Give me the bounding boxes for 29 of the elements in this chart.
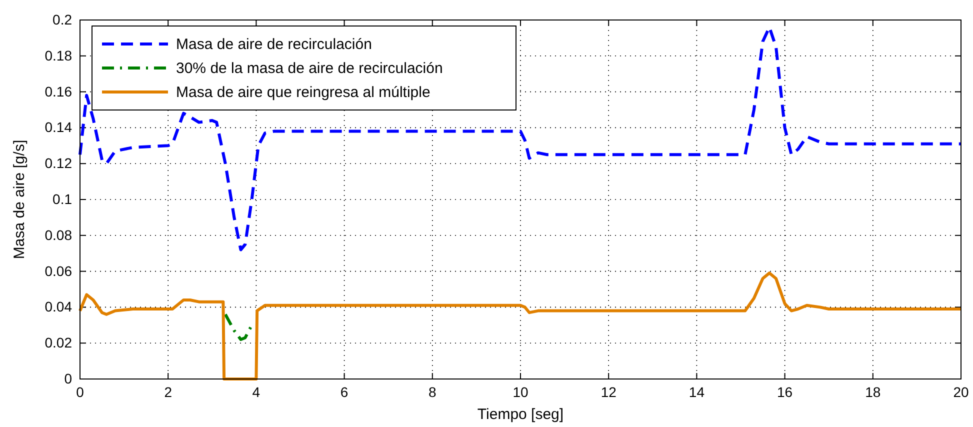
y-tick-label: 0.2 bbox=[52, 11, 72, 28]
x-tick-label: 8 bbox=[428, 384, 436, 400]
y-tick-label: 0.18 bbox=[44, 47, 72, 64]
y-tick-label: 0.08 bbox=[44, 226, 72, 243]
y-tick-label: 0.04 bbox=[44, 298, 72, 315]
legend-label: Masa de aire de recirculación bbox=[176, 36, 372, 53]
x-tick-label: 12 bbox=[600, 384, 617, 400]
line-series bbox=[78, 272, 962, 380]
y-tick-label: 0.02 bbox=[44, 334, 72, 351]
x-tick-label: 6 bbox=[340, 384, 348, 400]
y-tick-label: 0.06 bbox=[44, 262, 72, 279]
x-tick-label: 2 bbox=[164, 384, 172, 400]
y-tick-label: 0.12 bbox=[44, 155, 72, 172]
y-tick-label: 0.16 bbox=[44, 83, 72, 100]
x-tick-label: 0 bbox=[76, 384, 84, 400]
y-tick-label: 0.1 bbox=[52, 190, 72, 207]
y-axis-title: Masa de aire [g/s] bbox=[11, 140, 28, 260]
line-series bbox=[224, 312, 254, 342]
x-tick-label: 20 bbox=[953, 384, 969, 400]
x-tick-label: 10 bbox=[512, 384, 528, 400]
legend-label: 30% de la masa de aire de recirculación bbox=[176, 60, 443, 77]
x-axis-title: Tiempo [seg] bbox=[477, 406, 564, 423]
legend-label: Masa de aire que reingresa al múltiple bbox=[176, 84, 430, 101]
x-tick-label: 16 bbox=[777, 384, 793, 400]
y-tick-label: 0.14 bbox=[44, 119, 72, 136]
y-tick-label: 0 bbox=[64, 370, 72, 386]
x-tick-label: 4 bbox=[252, 384, 260, 400]
x-tick-label: 14 bbox=[688, 384, 705, 400]
x-tick-label: 18 bbox=[865, 384, 881, 400]
